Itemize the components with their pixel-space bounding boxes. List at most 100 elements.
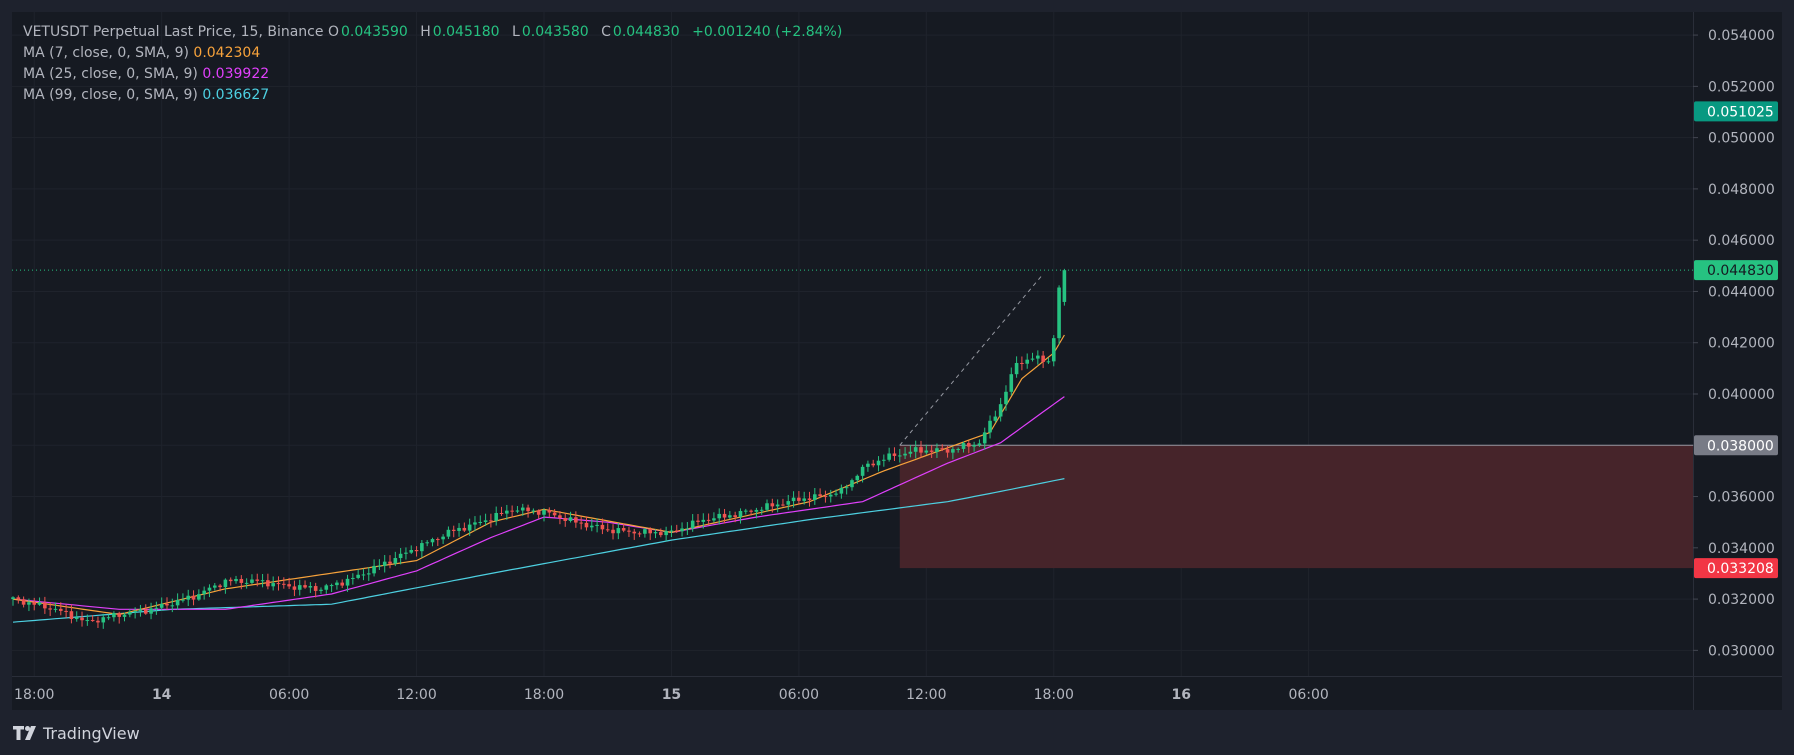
price-tick-label: 0.044000 [1708, 284, 1775, 300]
candle-body [919, 447, 923, 453]
ma7-label: MA (7, close, 0, SMA, 9) [23, 45, 189, 61]
candle-body [90, 620, 95, 622]
candle-body [287, 584, 291, 587]
candle-body [558, 515, 562, 518]
candle-body [234, 578, 238, 582]
ma25-value: 0.039922 [202, 66, 270, 82]
candle-body [510, 510, 514, 512]
candle-body [929, 450, 934, 452]
candle-body [542, 510, 546, 515]
candle-body [717, 513, 722, 519]
candle-body [738, 511, 743, 518]
candle-body [499, 512, 504, 514]
price-tick-label: 0.034000 [1708, 541, 1775, 557]
candle-body [436, 539, 440, 541]
candle-body [207, 587, 212, 591]
candle-body [473, 522, 477, 525]
candle-body [935, 448, 939, 452]
candle-body [797, 497, 801, 501]
candle-body [228, 579, 233, 582]
candle-body [664, 531, 668, 536]
candle-body [781, 504, 785, 506]
candle-body [133, 610, 137, 613]
candle-body [351, 577, 355, 579]
high-value: 0.045180 [432, 24, 500, 40]
price-tick-label: 0.032000 [1708, 592, 1775, 608]
candle-body [197, 594, 201, 600]
candle-body [765, 503, 769, 510]
candle-body [1014, 362, 1019, 375]
price-axis-labels: 0.051025 0.044830 0.038000 0.033208 [1694, 101, 1778, 579]
candle-body [266, 580, 270, 587]
ma25-label: MA (25, close, 0, SMA, 9) [23, 66, 198, 82]
candle-body [329, 585, 334, 587]
candle-body [80, 617, 84, 621]
candle-body [16, 597, 21, 600]
candle-body [420, 543, 424, 552]
brand-name: TradingView [43, 723, 140, 743]
candle-body [813, 494, 817, 501]
tradingview-brand[interactable]: TradingView [13, 722, 140, 744]
candle-body [749, 510, 753, 512]
candle-body [175, 599, 180, 606]
candle-body [324, 585, 329, 590]
candle-body [669, 530, 674, 532]
candle-body [818, 494, 822, 497]
candle-body [515, 510, 520, 512]
time-axis-area[interactable] [12, 677, 1782, 710]
candle-body [489, 520, 493, 522]
candle-body [478, 521, 483, 523]
candle-body [335, 582, 339, 586]
time-tick-label: 14 [152, 687, 172, 703]
candle-body [706, 519, 711, 521]
candle-body [595, 524, 599, 526]
open-value: 0.043590 [340, 24, 408, 40]
ma25-legend-row[interactable]: MA (25, close, 0, SMA, 9) 0.039922 [23, 64, 842, 85]
candle-body [112, 612, 116, 618]
candle-body [605, 529, 610, 531]
candle-body [64, 610, 68, 612]
time-tick-label: 18:00 [524, 687, 564, 703]
candle-body [276, 583, 281, 585]
plot-area [12, 12, 1693, 676]
candle-body [1020, 362, 1024, 364]
candle-body [887, 453, 891, 460]
candle-body [37, 602, 42, 605]
candle-body [998, 404, 1003, 417]
candle-body [260, 580, 265, 582]
symbol-legend-row[interactable]: VETUSDT Perpetual Last Price, 15, Binanc… [23, 22, 842, 43]
target-price-text: 0.051025 [1707, 104, 1774, 120]
candle-body [855, 475, 860, 481]
time-axis[interactable]: 18:00 14 06:00 12:00 18:00 15 06:00 12:00 18:00 1… [14, 687, 1329, 703]
entry-price-text: 0.038000 [1707, 438, 1774, 454]
candle-body [1004, 391, 1008, 405]
candle-body [712, 518, 716, 521]
candle-body [791, 497, 796, 502]
candle-body [584, 522, 589, 528]
candle-body [621, 528, 626, 531]
candle-body [722, 513, 727, 518]
candle-body [1041, 355, 1045, 362]
candle-body [659, 532, 663, 536]
time-tick-label: 12:00 [396, 687, 436, 703]
time-tick-label: 06:00 [269, 687, 309, 703]
candle-body [1036, 355, 1040, 359]
candle-body [600, 524, 605, 530]
ma99-legend-row[interactable]: MA (99, close, 0, SMA, 9) 0.036627 [23, 85, 842, 106]
long-position-tool[interactable] [12, 269, 1693, 569]
candle-body [250, 579, 254, 583]
candle-body [547, 510, 552, 513]
low-value: 0.043580 [521, 24, 589, 40]
price-axis[interactable]: 0.054000 0.052000 0.050000 0.048000 0.046000… [1693, 28, 1775, 659]
candle-body [308, 586, 313, 588]
candle-body [58, 608, 63, 611]
candle-body [32, 602, 37, 605]
candle-body [982, 432, 987, 444]
price-tick-label: 0.054000 [1708, 28, 1775, 44]
candle-body [43, 602, 47, 609]
candle-body [165, 603, 169, 606]
candle-body [388, 561, 392, 564]
ma7-legend-row[interactable]: MA (7, close, 0, SMA, 9) 0.042304 [23, 43, 842, 64]
candle-body [361, 574, 366, 576]
